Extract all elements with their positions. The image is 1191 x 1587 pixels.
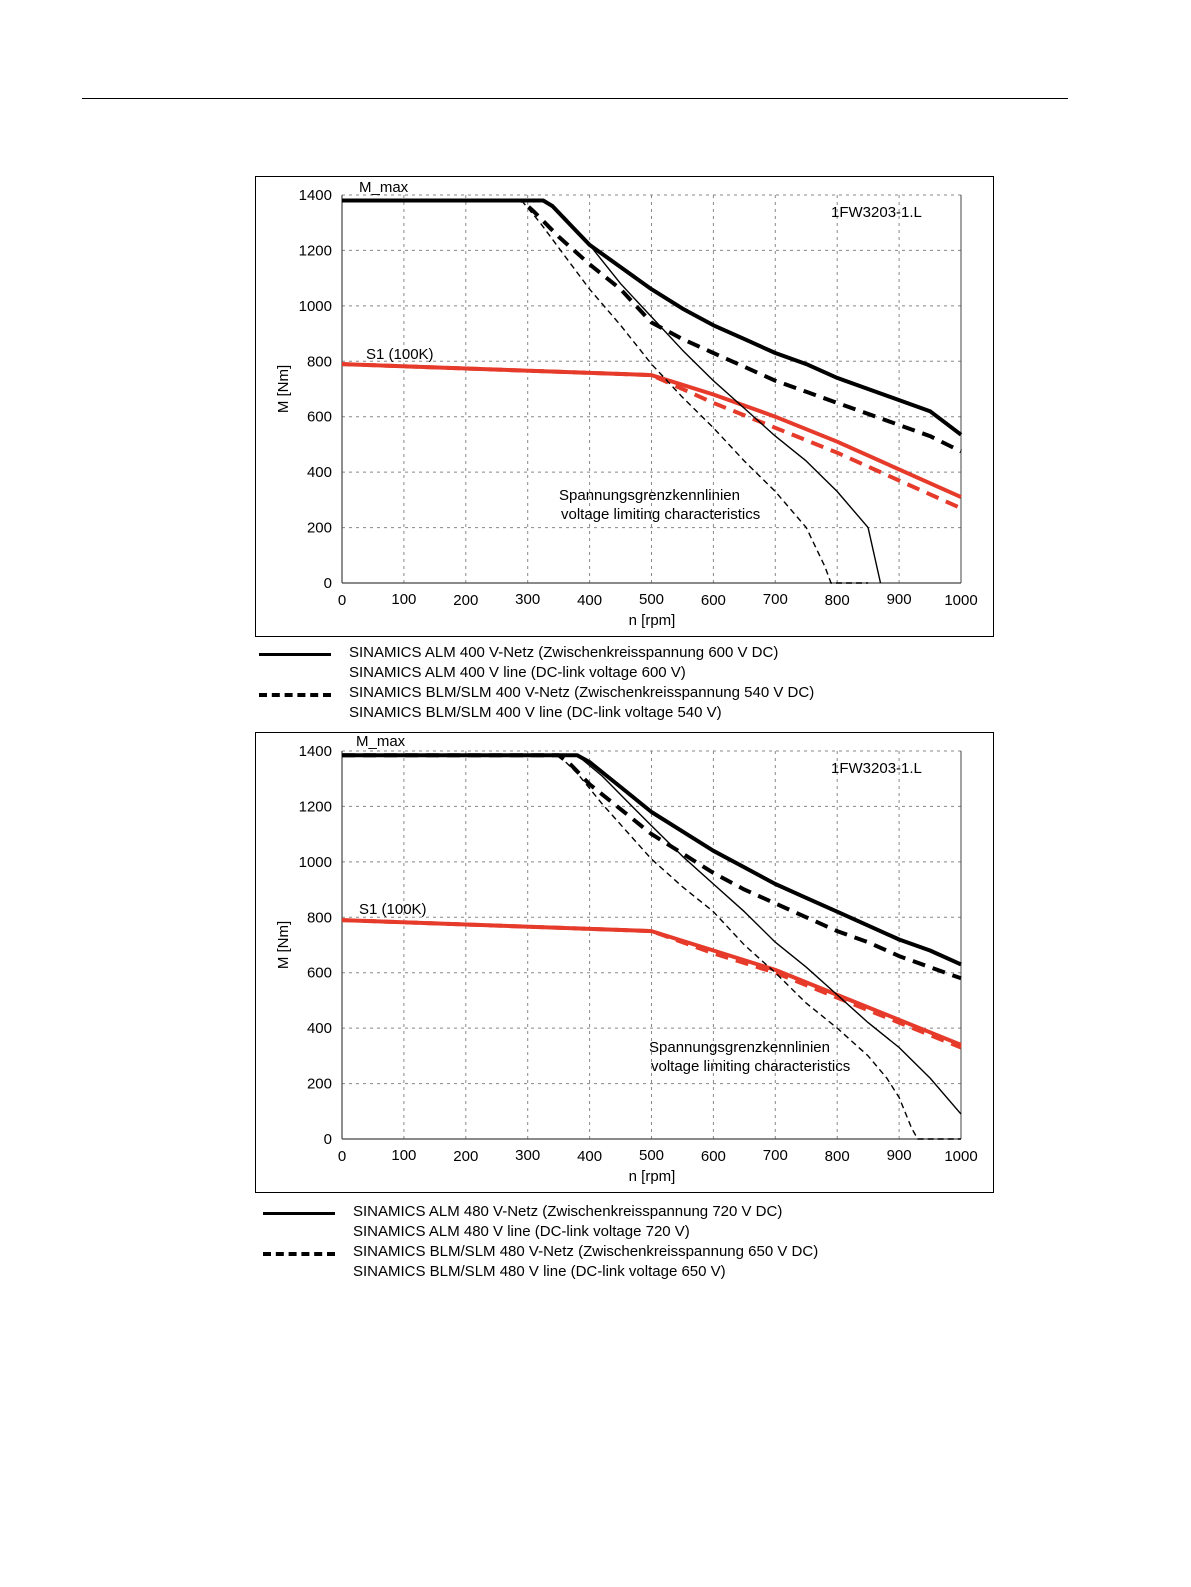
- legend-line-en: SINAMICS ALM 480 V line (DC-link voltage…: [353, 1223, 690, 1240]
- y-axis-label: M [Nm]: [275, 921, 292, 969]
- page-top-rule: [82, 98, 1068, 99]
- x-tick-label: 300: [515, 1147, 540, 1164]
- legend-line-en: SINAMICS ALM 400 V line (DC-link voltage…: [349, 664, 686, 681]
- torque-chart-400v-svg: 0 100 200 300 400 500 600 700 800 900 1000 0 200 400 6…: [275, 179, 978, 629]
- chart-model-label: 1FW3203-1.L: [831, 760, 922, 777]
- legend-item-alm: SINAMICS ALM 480 V-Netz (Zwischenkreissp…: [255, 1202, 994, 1242]
- legend-line-de: SINAMICS BLM/SLM 480 V-Netz (Zwischenkre…: [353, 1243, 819, 1260]
- x-tick-label: 600: [701, 1148, 726, 1165]
- y-tick-label: 1200: [299, 242, 332, 259]
- y-tick-label: 1000: [299, 298, 332, 315]
- legend-item-blm-slm: SINAMICS BLM/SLM 400 V-Netz (Zwischenkre…: [255, 683, 994, 723]
- y-tick-label: 200: [307, 1076, 332, 1093]
- torque-chart-400v: 0 100 200 300 400 500 600 700 800 900 1000 0 200 400 6…: [255, 176, 994, 637]
- legend-item-blm-slm: SINAMICS BLM/SLM 480 V-Netz (Zwischenkre…: [255, 1242, 994, 1282]
- y-tick-label: 1000: [299, 854, 332, 871]
- x-tick-label: 700: [763, 591, 788, 608]
- x-axis-label: n [rpm]: [629, 612, 676, 629]
- x-tick-label: 500: [639, 591, 664, 608]
- series-line-solid-red: [341, 918, 962, 1047]
- s1-label: S1 (100K): [359, 901, 427, 918]
- annotation-en: voltage limiting characteristics: [561, 506, 760, 523]
- legend-solid-line-swatch: [259, 653, 331, 656]
- y-tick-label: 800: [307, 909, 332, 926]
- x-tick-label: 1000: [944, 592, 977, 609]
- y-axis-label: M [Nm]: [275, 365, 292, 413]
- legend-text: SINAMICS ALM 480 V-Netz (Zwischenkreissp…: [353, 1202, 782, 1242]
- legend-item-alm: SINAMICS ALM 400 V-Netz (Zwischenkreissp…: [255, 643, 994, 683]
- legend-text: SINAMICS ALM 400 V-Netz (Zwischenkreissp…: [349, 643, 778, 683]
- y-tick-label: 200: [307, 520, 332, 537]
- legend-400v: SINAMICS ALM 400 V-Netz (Zwischenkreissp…: [255, 643, 994, 723]
- legend-text: SINAMICS BLM/SLM 400 V-Netz (Zwischenkre…: [349, 683, 814, 723]
- x-tick-label: 600: [701, 592, 726, 609]
- y-tick-label: 1400: [299, 743, 332, 760]
- legend-480v: SINAMICS ALM 480 V-Netz (Zwischenkreissp…: [255, 1202, 994, 1282]
- x-tick-label: 400: [577, 1148, 602, 1165]
- series-line-dashed-thick: [342, 753, 962, 981]
- x-tick-label: 200: [453, 1148, 478, 1165]
- m-max-label: M_max: [359, 179, 409, 196]
- legend-line-de: SINAMICS BLM/SLM 400 V-Netz (Zwischenkre…: [349, 684, 815, 701]
- gridlines: [342, 750, 962, 1139]
- x-tick-label: 800: [825, 592, 850, 609]
- series-line-dashed-thin: [558, 754, 961, 1140]
- legend-line-de: SINAMICS ALM 400 V-Netz (Zwischenkreissp…: [349, 644, 779, 661]
- y-tick-label: 400: [307, 464, 332, 481]
- legend-line-en: SINAMICS BLM/SLM 480 V line (DC-link vol…: [353, 1263, 726, 1280]
- legend-text: SINAMICS BLM/SLM 480 V-Netz (Zwischenkre…: [353, 1242, 818, 1282]
- x-tick-label: 700: [763, 1147, 788, 1164]
- x-tick-label: 100: [391, 1147, 416, 1164]
- series-line-dashed-red: [341, 918, 962, 1050]
- y-tick-label: 600: [307, 409, 332, 426]
- x-tick-label: 0: [338, 592, 346, 609]
- x-tick-label: 400: [577, 592, 602, 609]
- series-line-solid-red: [341, 362, 962, 499]
- y-tick-label: 800: [307, 353, 332, 370]
- x-tick-label: 1000: [944, 1148, 977, 1165]
- series-line-dashed-thin: [520, 200, 869, 584]
- torque-chart-480v-svg: 0 100 200 300 400 500 600 700 800 900 1000 0 200 400 6…: [275, 733, 978, 1185]
- y-tick-label: 0: [324, 1131, 332, 1148]
- x-tick-label: 800: [825, 1148, 850, 1165]
- legend-solid-line-swatch: [263, 1212, 335, 1215]
- y-tick-label: 1400: [299, 187, 332, 204]
- s1-label: S1 (100K): [366, 346, 434, 363]
- series-line-dashed-red: [341, 362, 962, 511]
- series-line-solid-thick: [342, 198, 963, 437]
- legend-dashed-line-swatch: [263, 1252, 335, 1256]
- y-tick-label: 1200: [299, 798, 332, 815]
- legend-line-en: SINAMICS BLM/SLM 400 V line (DC-link vol…: [349, 704, 722, 721]
- torque-chart-480v: 0 100 200 300 400 500 600 700 800 900 1000 0 200 400 6…: [255, 732, 994, 1193]
- x-tick-label: 500: [639, 1147, 664, 1164]
- y-tick-label: 600: [307, 965, 332, 982]
- m-max-label: M_max: [356, 733, 406, 750]
- x-tick-label: 300: [515, 591, 540, 608]
- x-tick-label: 200: [453, 592, 478, 609]
- chart-model-label: 1FW3203-1.L: [831, 204, 922, 221]
- x-tick-label: 900: [887, 591, 912, 608]
- legend-line-de: SINAMICS ALM 480 V-Netz (Zwischenkreissp…: [353, 1203, 783, 1220]
- y-tick-label: 0: [324, 575, 332, 592]
- x-tick-label: 0: [338, 1148, 346, 1165]
- series-line-solid-thin: [542, 199, 882, 584]
- x-tick-label: 900: [887, 1147, 912, 1164]
- series-line-solid-thick: [342, 753, 962, 967]
- series-line-dashed-thick: [342, 198, 962, 454]
- y-tick-label: 400: [307, 1020, 332, 1037]
- annotation-en: voltage limiting characteristics: [651, 1058, 850, 1075]
- annotation-de: Spannungsgrenzkennlinien: [559, 487, 740, 504]
- x-tick-label: 100: [391, 591, 416, 608]
- annotation-de: Spannungsgrenzkennlinien: [649, 1039, 830, 1056]
- x-axis-label: n [rpm]: [629, 1168, 676, 1185]
- series-line-solid-thin: [576, 754, 962, 1115]
- legend-dashed-line-swatch: [259, 693, 331, 697]
